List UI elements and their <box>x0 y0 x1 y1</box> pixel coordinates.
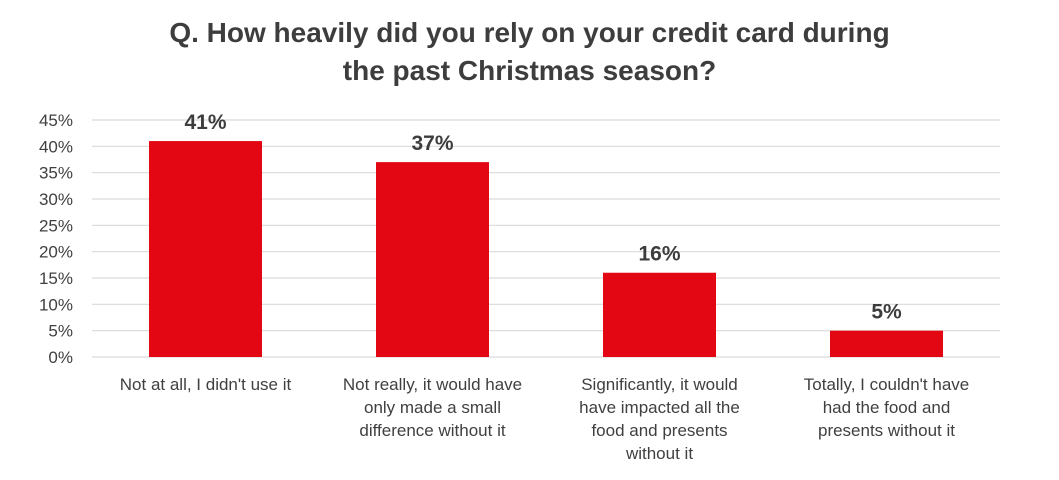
category-label: Totally, I couldn't have had the food and… <box>804 375 969 440</box>
bar <box>376 162 489 357</box>
y-tick-label: 10% <box>39 295 73 314</box>
category-labels: Not at all, I didn't use it Not really, i… <box>120 375 969 463</box>
y-tick-label: 40% <box>39 137 73 156</box>
category-label-line: food and presents <box>591 421 727 440</box>
category-label-line: Significantly, it would <box>581 375 738 394</box>
data-label: 37% <box>411 132 453 155</box>
y-tick-label: 5% <box>48 322 73 341</box>
category-label-line: have impacted all the <box>579 398 740 417</box>
category-label: Significantly, it would have impacted all… <box>579 375 740 463</box>
category-label: Not really, it would have only made a sma… <box>343 375 522 440</box>
category-label-line: Not really, it would have <box>343 375 522 394</box>
category-label-line: only made a small <box>364 398 501 417</box>
y-axis-tick-labels: 0% 5% 10% 15% 20% 25% 30% 35% 40% 45% <box>39 111 73 367</box>
y-tick-label: 45% <box>39 111 73 130</box>
bar <box>149 141 262 357</box>
y-tick-label: 25% <box>39 216 73 235</box>
category-label-line: presents without it <box>818 421 955 440</box>
category-label-line: difference without it <box>359 421 505 440</box>
category-label: Not at all, I didn't use it <box>120 375 292 394</box>
y-tick-label: 20% <box>39 243 73 262</box>
chart-title-line-1: Q. How heavily did you rely on your cred… <box>169 17 890 48</box>
category-label-line: Not at all, I didn't use it <box>120 375 292 394</box>
category-label-line: Totally, I couldn't have <box>804 375 969 394</box>
data-label: 5% <box>871 301 902 324</box>
y-tick-label: 0% <box>48 348 73 367</box>
y-tick-label: 35% <box>39 164 73 183</box>
bar <box>603 272 716 357</box>
data-labels: 41% 37% 16% 5% <box>184 111 902 324</box>
bar <box>830 330 943 357</box>
bars <box>149 141 943 357</box>
category-label-line: had the food and <box>823 398 951 417</box>
chart-title-line-2: the past Christmas season? <box>342 55 717 86</box>
data-label: 16% <box>638 243 680 266</box>
y-tick-label: 15% <box>39 269 73 288</box>
chart-title: Q. How heavily did you rely on your cred… <box>0 14 1059 90</box>
category-label-line: without it <box>625 444 693 463</box>
data-label: 41% <box>184 111 226 134</box>
y-tick-label: 30% <box>39 190 73 209</box>
